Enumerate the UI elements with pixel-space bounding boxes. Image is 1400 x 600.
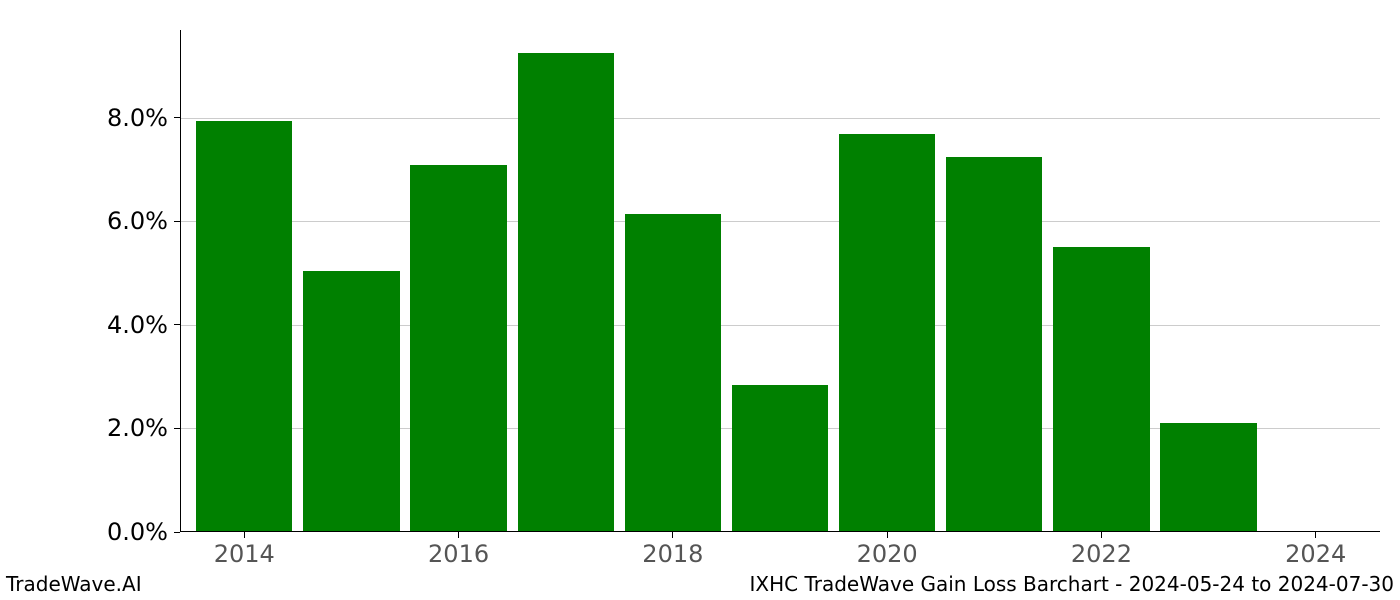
x-tick-label: 2020 <box>857 540 918 568</box>
y-axis-spine <box>180 30 181 532</box>
bar <box>410 165 506 532</box>
x-tick-label: 2014 <box>214 540 275 568</box>
y-tick-label: 2.0% <box>48 414 168 442</box>
x-tick-label: 2022 <box>1071 540 1132 568</box>
x-tick <box>1315 532 1316 538</box>
x-tick <box>1101 532 1102 538</box>
y-grid-line <box>180 118 1380 119</box>
x-tick <box>458 532 459 538</box>
bar <box>1053 247 1149 532</box>
y-tick-label: 4.0% <box>48 311 168 339</box>
plot-area: 0.0%2.0%4.0%6.0%8.0%20142016201820202022… <box>180 30 1380 532</box>
bar <box>518 53 614 532</box>
x-tick-label: 2016 <box>428 540 489 568</box>
y-tick-label: 6.0% <box>48 207 168 235</box>
bar <box>303 271 399 532</box>
x-tick-label: 2024 <box>1285 540 1346 568</box>
bar <box>196 121 292 532</box>
footer-left-label: TradeWave.AI <box>6 572 142 596</box>
bar <box>732 385 828 532</box>
bar <box>625 214 721 532</box>
x-axis-spine <box>180 531 1380 532</box>
x-tick <box>244 532 245 538</box>
chart-container: 0.0% 2.0% 4.0% 6.0% 8.0% 2014 2016 2018 2020 2022… <box>0 0 1400 600</box>
y-grid-line <box>180 221 1380 222</box>
bar <box>1160 423 1256 532</box>
footer-right-label: IXHC TradeWave Gain Loss Barchart - 2024… <box>750 572 1394 596</box>
x-tick <box>887 532 888 538</box>
y-tick-label: 8.0% <box>48 104 168 132</box>
bar <box>946 157 1042 532</box>
bar <box>839 134 935 532</box>
x-tick-label: 2018 <box>642 540 703 568</box>
x-tick <box>672 532 673 538</box>
y-tick-label: 0.0% <box>48 518 168 546</box>
